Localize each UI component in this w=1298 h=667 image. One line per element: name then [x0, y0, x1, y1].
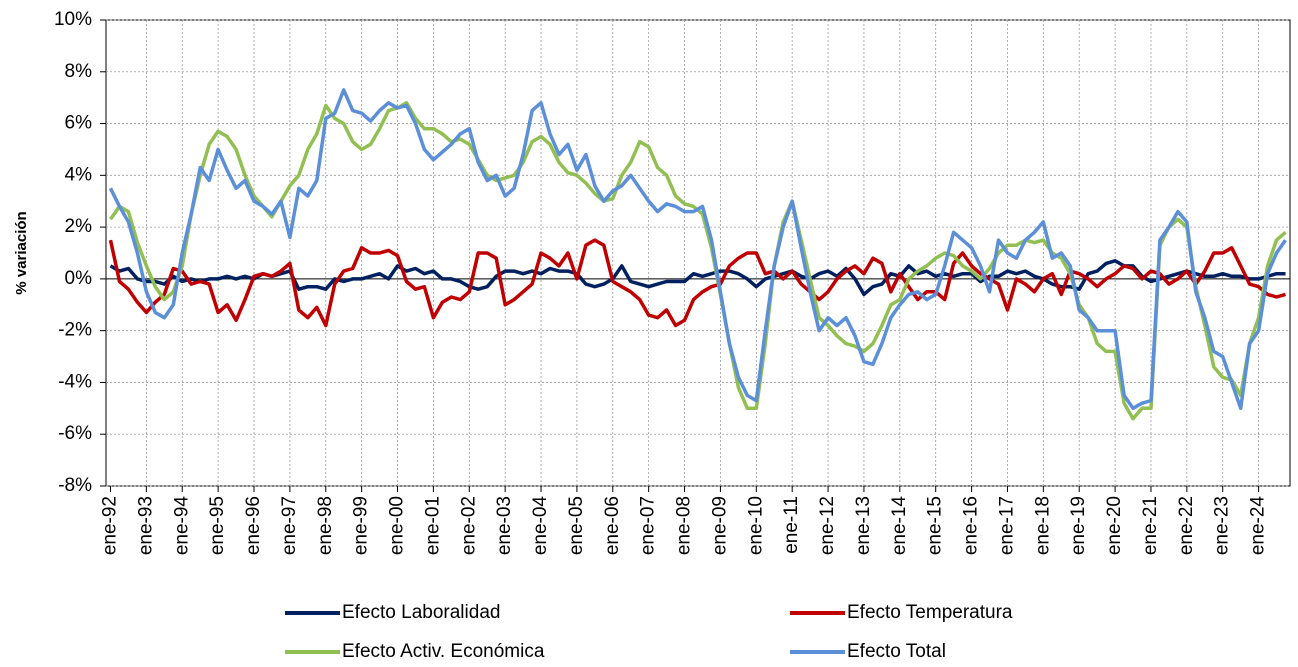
plot-area	[105, 19, 1291, 487]
x-tick-label: ene-00	[387, 496, 408, 555]
x-tick-label: ene-15	[925, 496, 946, 555]
x-tick-label: ene-08	[674, 496, 695, 555]
x-tick-label: ene-95	[207, 496, 228, 555]
legend-label: Efecto Activ. Económica	[342, 641, 545, 662]
y-tick-label: -8%	[58, 475, 92, 496]
x-tick-label: ene-05	[566, 496, 587, 555]
x-tick-label: ene-97	[279, 496, 300, 555]
series-line	[108, 238, 1286, 328]
x-tick-label: ene-11	[781, 496, 802, 554]
x-tick-label: ene-16	[961, 496, 982, 555]
x-tick-label: ene-09	[709, 496, 730, 555]
x-tick-label: ene-24	[1248, 496, 1269, 556]
x-tick-label: ene-96	[243, 496, 264, 555]
x-tick-label: ene-98	[315, 496, 336, 555]
x-tick-label: ene-06	[602, 496, 623, 555]
series-line	[109, 259, 1286, 297]
x-tick-label: ene-22	[1176, 496, 1197, 555]
y-tick-label: 2%	[65, 216, 93, 237]
x-tick-label: ene-01	[422, 496, 443, 555]
y-tick-label: 0%	[65, 268, 93, 289]
series-line	[108, 88, 1287, 411]
y-tick-label: 4%	[65, 164, 93, 185]
y-axis-label: % variación	[13, 211, 30, 294]
legend-label: Efecto Laboralidad	[342, 602, 500, 623]
x-tick-label: ene-92	[100, 496, 121, 555]
x-tick-label: ene-03	[494, 496, 515, 555]
x-tick-label: ene-21	[1140, 496, 1161, 555]
x-tick-label: ene-19	[1068, 496, 1089, 555]
y-tick-label: -2%	[58, 320, 92, 341]
x-tick-label: ene-93	[135, 496, 156, 555]
x-tick-label: ene-14	[889, 496, 910, 556]
legend-label: Efecto Temperatura	[847, 602, 1013, 623]
x-tick-label: ene-13	[853, 496, 874, 555]
y-tick-label: -6%	[58, 423, 92, 444]
x-tick-label: ene-20	[1104, 496, 1125, 555]
x-tick-label: ene-02	[458, 496, 479, 555]
y-tick-label: 6%	[65, 113, 93, 134]
x-tick-label: ene-23	[1212, 496, 1233, 555]
y-tick-label: 8%	[65, 61, 93, 82]
y-tick-label: -4%	[58, 371, 92, 392]
x-tick-label: ene-94	[171, 496, 192, 556]
x-tick-label: ene-10	[745, 496, 766, 555]
x-tick-label: ene-99	[351, 496, 372, 555]
legend-label: Efecto Total	[847, 641, 946, 662]
x-tick-label: ene-17	[996, 496, 1017, 555]
x-tick-label: ene-18	[1032, 496, 1053, 555]
x-tick-label: ene-07	[638, 496, 659, 555]
y-tick-label: 10%	[54, 9, 92, 30]
x-tick-label: ene-12	[817, 496, 838, 555]
x-tick-label: ene-04	[530, 496, 551, 556]
